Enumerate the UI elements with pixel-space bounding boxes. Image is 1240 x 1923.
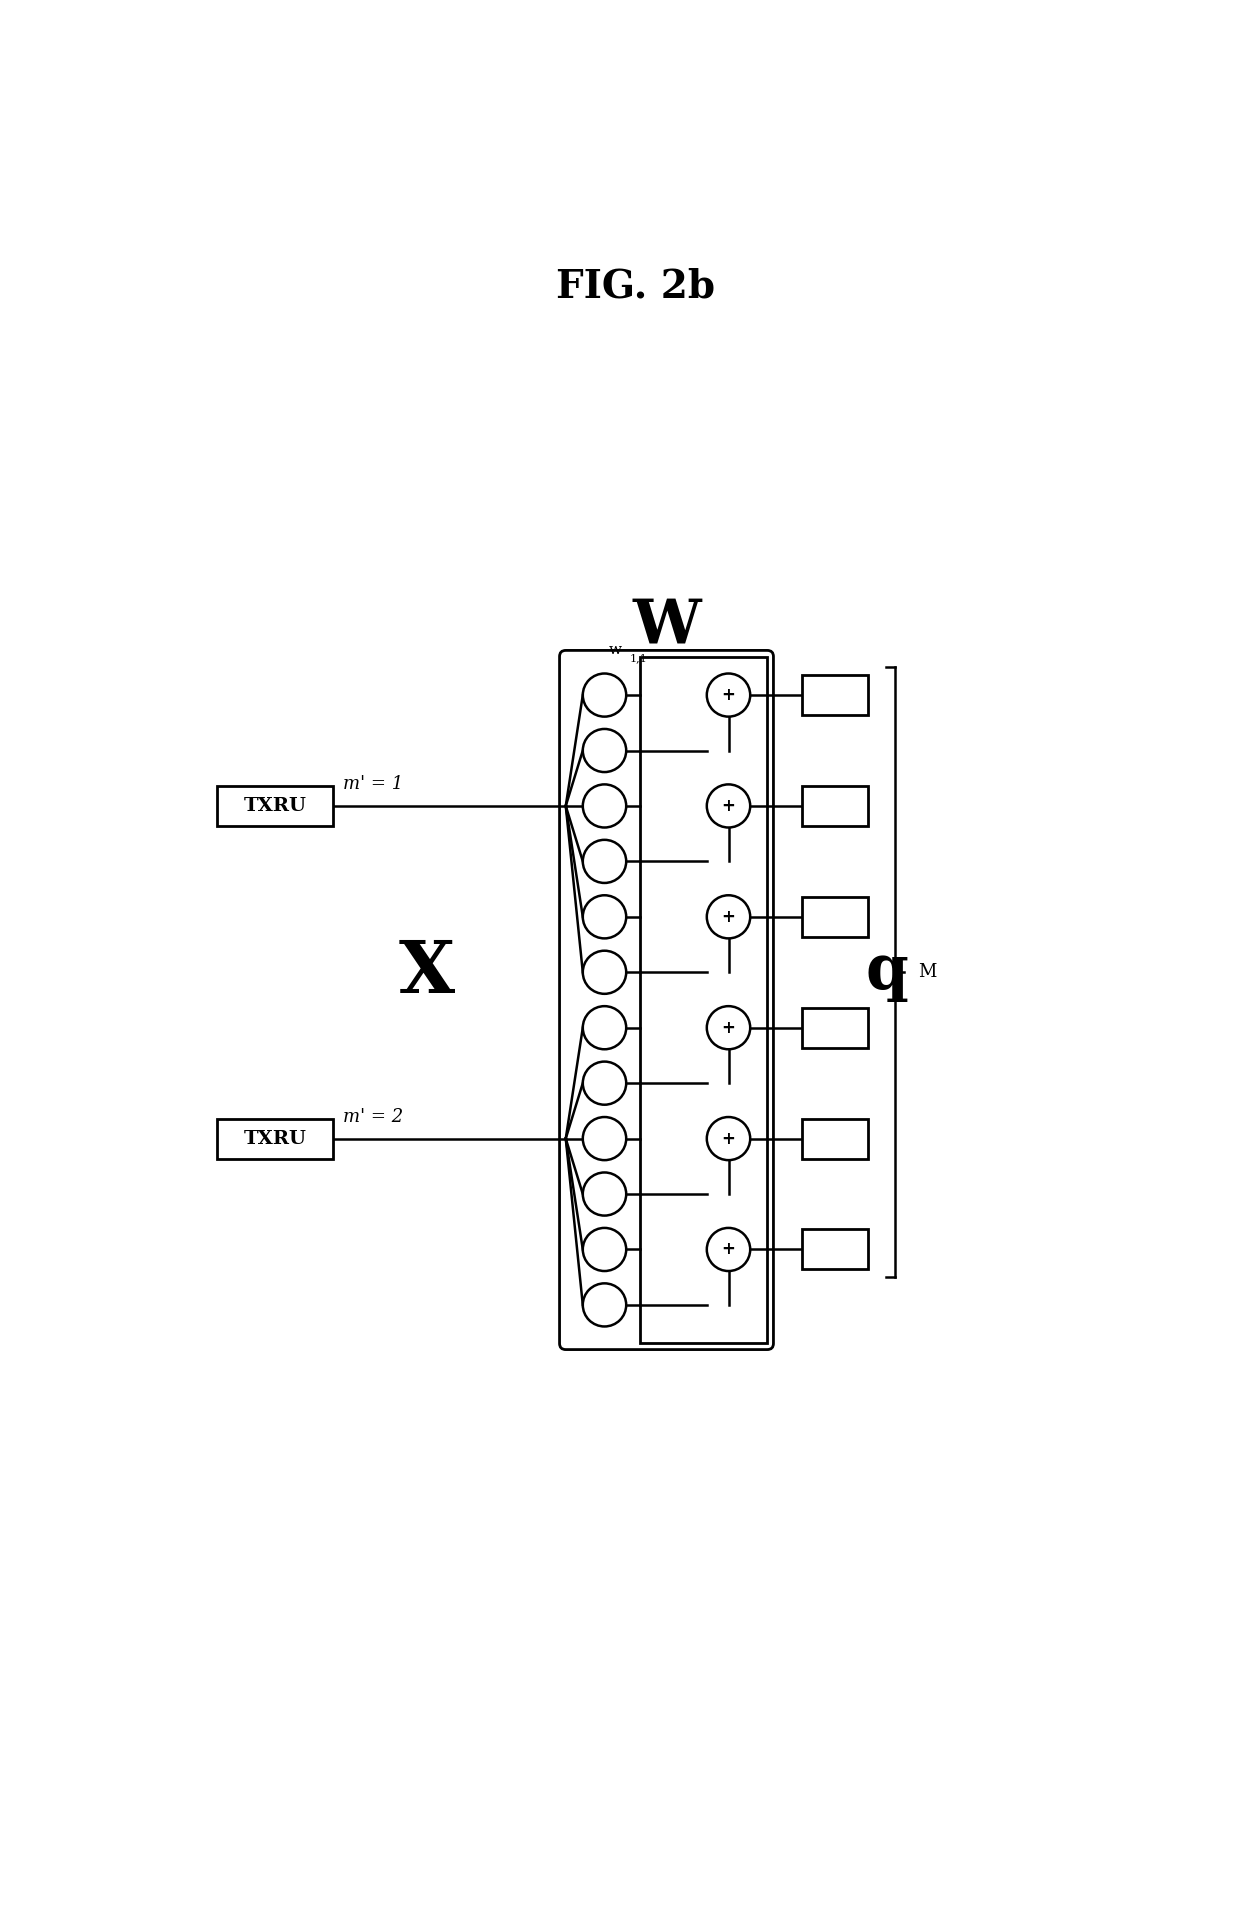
Circle shape [707,1229,750,1271]
Bar [802,1229,868,1269]
Circle shape [583,840,626,883]
Text: +: + [722,687,735,704]
Circle shape [583,950,626,994]
Text: X: X [398,937,454,1008]
Bar [217,1119,334,1160]
Text: m' = 1: m' = 1 [342,775,403,794]
Text: w: w [609,642,621,656]
Circle shape [583,1229,626,1271]
Circle shape [583,1117,626,1160]
Circle shape [583,785,626,827]
Bar [802,896,868,937]
Text: m' = 2: m' = 2 [342,1108,403,1127]
Circle shape [583,729,626,771]
Bar [640,656,768,1344]
Text: M: M [919,963,936,981]
Circle shape [583,1173,626,1215]
Circle shape [707,785,750,827]
Bar [217,787,334,827]
Text: +: + [722,796,735,815]
Text: +: + [722,1129,735,1148]
Text: q: q [866,942,909,1002]
Text: TXRU: TXRU [244,796,306,815]
Text: +: + [722,1240,735,1258]
Circle shape [707,1117,750,1160]
Circle shape [583,896,626,938]
Bar [802,1119,868,1160]
Text: W: W [632,596,701,656]
Bar [802,787,868,827]
Circle shape [583,1061,626,1104]
Circle shape [707,896,750,938]
Bar [802,1008,868,1048]
Text: +: + [722,1019,735,1036]
Text: TXRU: TXRU [244,1129,306,1148]
Bar [802,675,868,715]
Text: FIG. 2b: FIG. 2b [556,267,715,306]
Circle shape [707,1006,750,1050]
Circle shape [707,673,750,717]
Circle shape [583,1283,626,1327]
Text: 1,1: 1,1 [629,652,647,663]
Circle shape [583,1006,626,1050]
Circle shape [583,673,626,717]
Text: +: + [722,908,735,925]
